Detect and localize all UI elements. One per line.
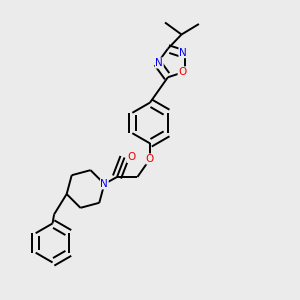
Text: N: N [179, 48, 187, 58]
Text: N: N [155, 58, 163, 68]
Text: N: N [100, 179, 108, 189]
Text: O: O [127, 152, 135, 163]
Text: O: O [178, 67, 186, 77]
Text: O: O [146, 154, 154, 164]
